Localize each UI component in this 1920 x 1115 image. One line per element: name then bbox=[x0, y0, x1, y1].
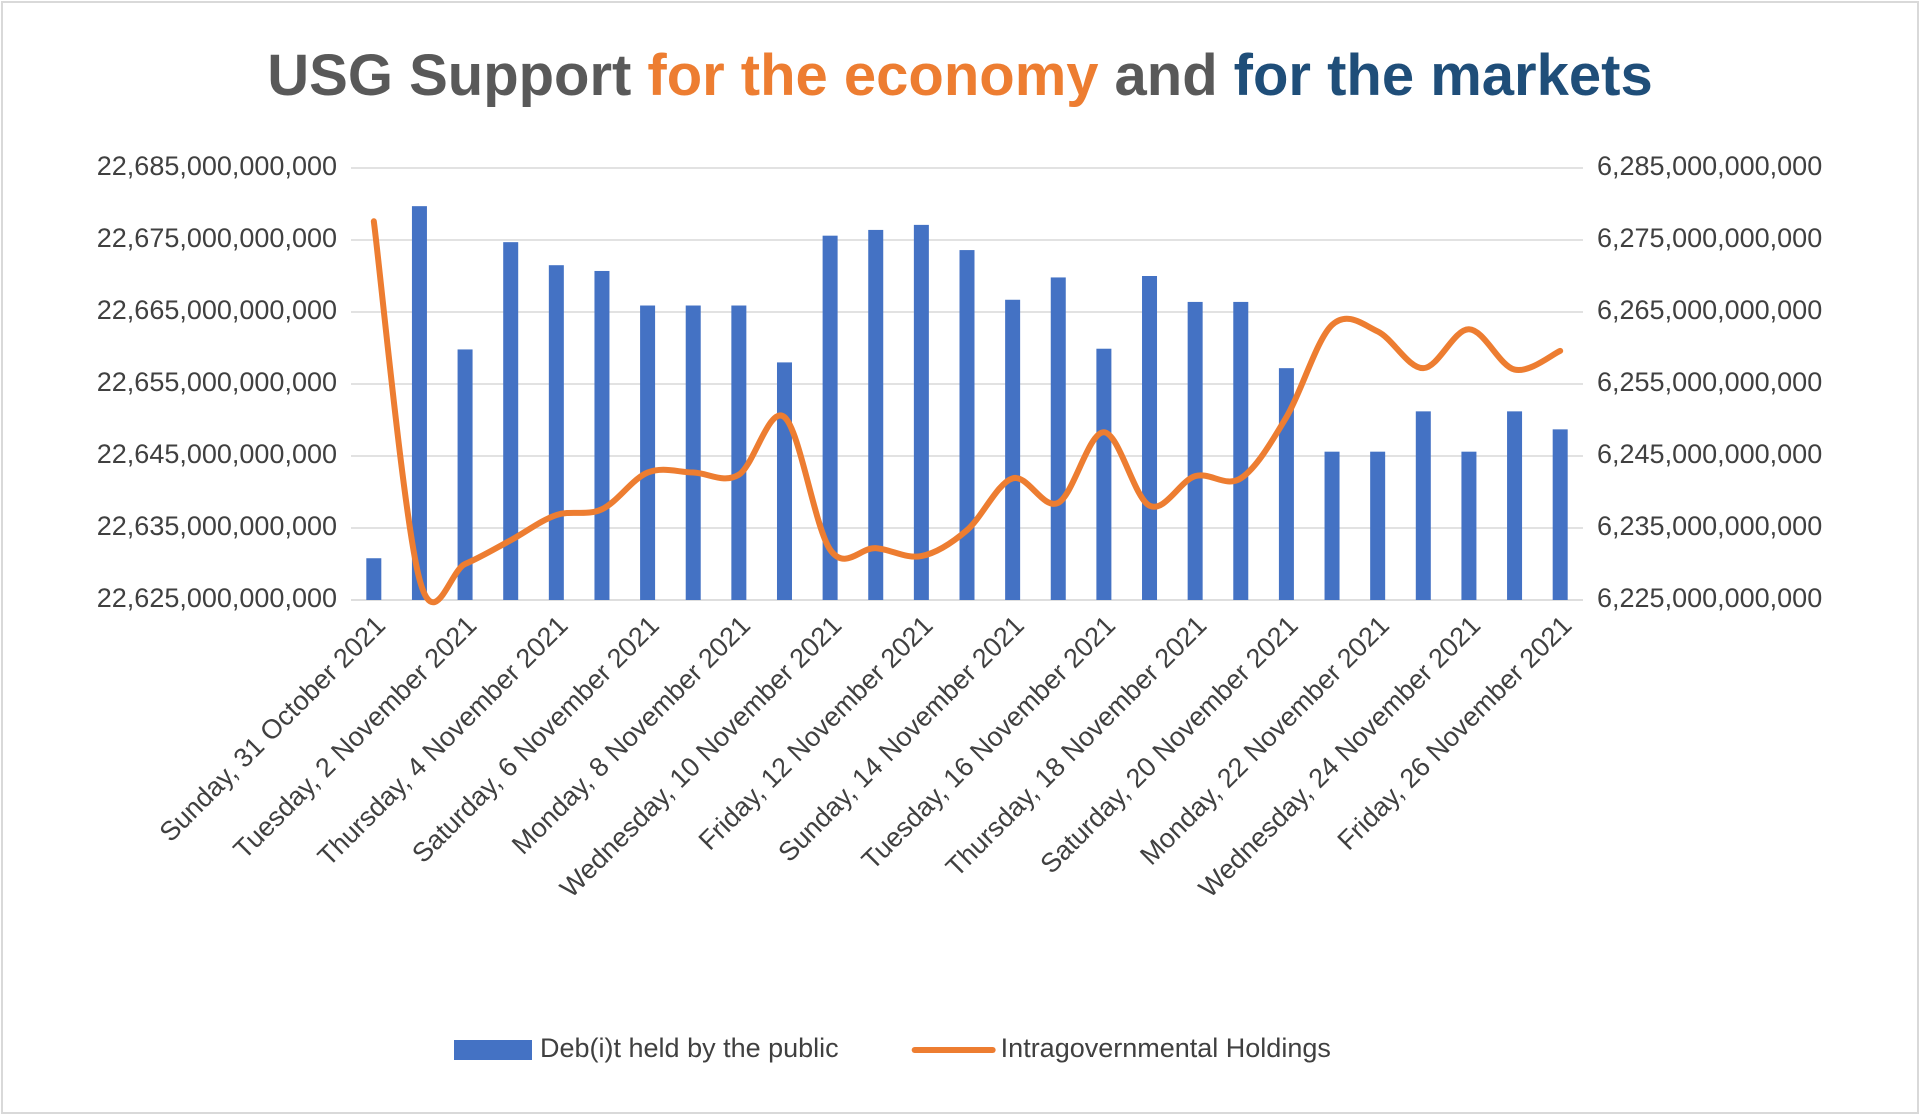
line bbox=[370, 218, 1564, 606]
bar bbox=[1552, 429, 1568, 600]
y-tick-label: 22,625,000,000,000 bbox=[97, 583, 337, 613]
bar bbox=[1050, 277, 1066, 600]
bar bbox=[594, 270, 610, 600]
legend-label: Deb(i)t held by the public bbox=[540, 1033, 839, 1063]
title-part: USG Support bbox=[267, 43, 631, 108]
chart-title: USG Support for the economy and for the mar… bbox=[267, 43, 1652, 108]
bar bbox=[1005, 299, 1021, 600]
bar bbox=[868, 229, 884, 601]
bar bbox=[366, 558, 382, 600]
y-tick-label: 22,635,000,000,000 bbox=[97, 511, 337, 541]
y2-tick-label: 6,225,000,000,000 bbox=[1597, 583, 1822, 613]
bar bbox=[411, 206, 427, 600]
bar bbox=[1096, 348, 1112, 600]
y-tick-label: 22,665,000,000,000 bbox=[97, 295, 337, 325]
bar bbox=[640, 305, 656, 600]
title-part: for the markets bbox=[1234, 43, 1653, 108]
title-part: for the economy bbox=[647, 43, 1098, 108]
bar bbox=[1461, 451, 1477, 600]
y2-tick-label: 6,265,000,000,000 bbox=[1597, 295, 1822, 325]
bar bbox=[776, 362, 792, 600]
bar bbox=[1233, 301, 1249, 600]
y-tick-label: 22,655,000,000,000 bbox=[97, 367, 337, 397]
title-part: and bbox=[1115, 43, 1218, 108]
bar bbox=[548, 265, 564, 600]
bar bbox=[822, 235, 838, 600]
bar bbox=[685, 305, 701, 600]
y-tick-label: 22,675,000,000,000 bbox=[97, 223, 337, 253]
bar bbox=[1415, 411, 1431, 600]
bar bbox=[731, 305, 747, 600]
y2-tick-label: 6,275,000,000,000 bbox=[1597, 223, 1822, 253]
bar bbox=[959, 250, 975, 600]
legend-swatch bbox=[454, 1040, 532, 1060]
y-tick-label: 22,645,000,000,000 bbox=[97, 439, 337, 469]
bar bbox=[457, 349, 473, 600]
y2-tick-label: 6,245,000,000,000 bbox=[1597, 439, 1822, 469]
bar bbox=[503, 242, 519, 600]
y2-tick-label: 6,285,000,000,000 bbox=[1597, 151, 1822, 181]
bar bbox=[1370, 451, 1386, 600]
bar bbox=[1142, 276, 1158, 600]
bar bbox=[1507, 411, 1523, 600]
y-tick-label: 22,685,000,000,000 bbox=[97, 151, 337, 181]
bar bbox=[1187, 301, 1203, 600]
bar bbox=[913, 224, 929, 600]
y2-tick-label: 6,235,000,000,000 bbox=[1597, 511, 1822, 541]
legend-label: Intragovernmental Holdings bbox=[1001, 1033, 1331, 1063]
bar bbox=[1324, 451, 1340, 600]
y2-tick-label: 6,255,000,000,000 bbox=[1597, 367, 1822, 397]
